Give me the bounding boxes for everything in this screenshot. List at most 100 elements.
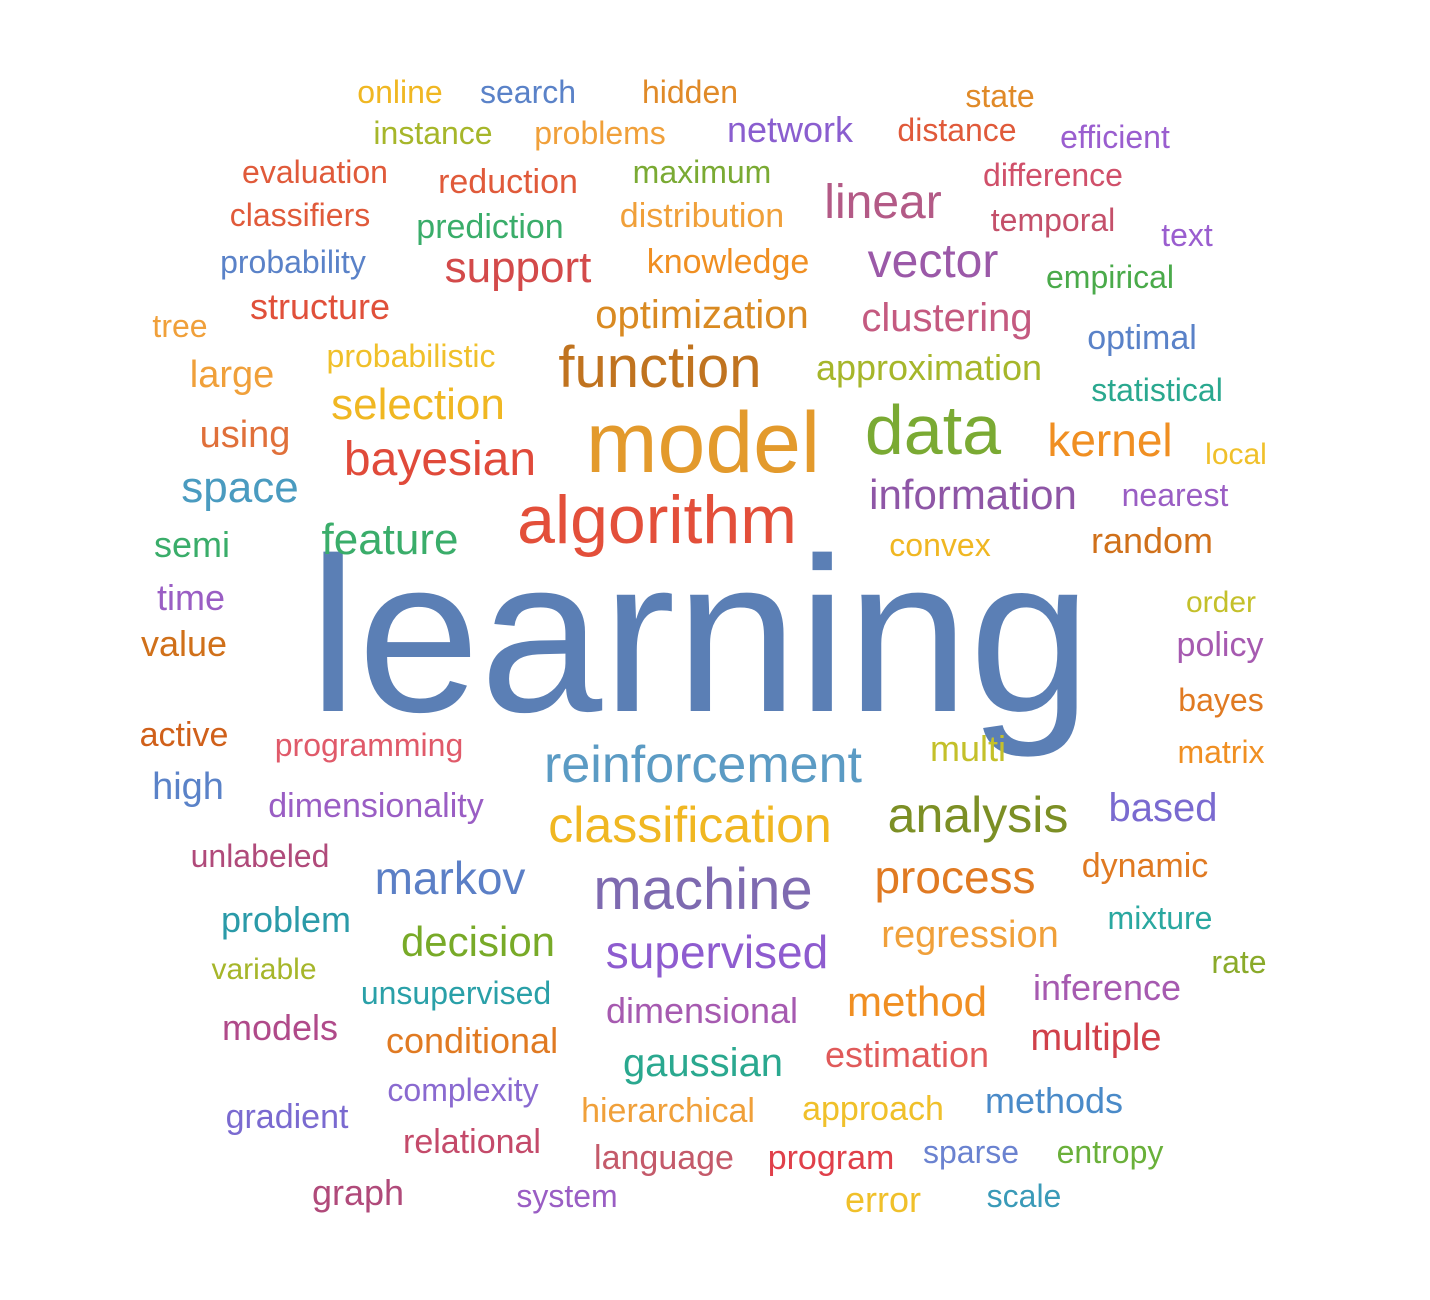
- word-dynamic: dynamic: [1081, 847, 1209, 885]
- word-text: text: [1161, 217, 1213, 253]
- word-temporal: temporal: [990, 202, 1116, 238]
- word-analysis: analysis: [887, 787, 1069, 843]
- word-methods: methods: [984, 1080, 1124, 1121]
- word-language: language: [594, 1139, 734, 1177]
- word-conditional: conditional: [385, 1020, 559, 1061]
- word-local: local: [1205, 438, 1267, 471]
- word-difference: difference: [983, 157, 1123, 193]
- word-instance: instance: [373, 115, 493, 151]
- word-value: value: [140, 623, 228, 664]
- word-classification: classification: [548, 797, 832, 853]
- word-based: based: [1108, 786, 1218, 830]
- word-estimation: estimation: [824, 1034, 990, 1075]
- word-unsupervised: unsupervised: [360, 975, 552, 1011]
- word-dimensional: dimensional: [605, 990, 799, 1031]
- word-reduction: reduction: [438, 163, 578, 201]
- word-prediction: prediction: [416, 208, 564, 246]
- word-bayesian: bayesian: [343, 433, 537, 486]
- word-random: random: [1090, 520, 1214, 561]
- word-policy: policy: [1176, 626, 1264, 664]
- word-decision: decision: [400, 918, 556, 965]
- word-markov: markov: [374, 852, 526, 904]
- word-vector: vector: [867, 235, 999, 288]
- word-unlabeled: unlabeled: [190, 838, 330, 874]
- word-structure: structure: [249, 286, 391, 327]
- word-optimal: optimal: [1087, 319, 1197, 357]
- word-distance: distance: [897, 112, 1017, 148]
- word-problem: problem: [220, 899, 352, 940]
- word-tree: tree: [152, 308, 208, 344]
- word-program: program: [767, 1139, 895, 1177]
- word-high: high: [152, 766, 224, 808]
- word-empirical: empirical: [1045, 259, 1175, 295]
- word-bayes: bayes: [1178, 682, 1264, 718]
- word-probability: probability: [220, 244, 366, 280]
- word-search: search: [479, 74, 577, 110]
- word-using: using: [199, 414, 291, 456]
- word-sparse: sparse: [922, 1134, 1020, 1170]
- word-linear: linear: [824, 176, 942, 229]
- word-reinforcement: reinforcement: [544, 736, 862, 794]
- word-order: order: [1185, 586, 1257, 619]
- word-efficient: efficient: [1060, 119, 1170, 155]
- word-multi: multi: [929, 728, 1007, 769]
- word-nearest: nearest: [1121, 477, 1229, 513]
- word-inference: inference: [1032, 967, 1182, 1008]
- word-active: active: [139, 716, 229, 754]
- word-process: process: [874, 851, 1036, 903]
- word-method: method: [846, 978, 988, 1025]
- word-probabilistic: probabilistic: [326, 338, 496, 374]
- word-machine: machine: [593, 857, 813, 922]
- word-clustering: clustering: [861, 296, 1033, 340]
- word-approach: approach: [802, 1090, 944, 1128]
- word-graph: graph: [311, 1172, 405, 1213]
- word-kernel: kernel: [1047, 414, 1173, 466]
- word-regression: regression: [881, 914, 1059, 956]
- word-multiple: multiple: [1030, 1017, 1162, 1059]
- word-information: information: [869, 471, 1077, 518]
- word-distribution: distribution: [619, 197, 785, 235]
- word-space: space: [181, 463, 299, 512]
- word-rate: rate: [1211, 944, 1267, 980]
- word-feature: feature: [321, 515, 459, 564]
- word-large: large: [189, 354, 275, 396]
- word-function: function: [558, 335, 762, 400]
- word-supervised: supervised: [605, 926, 829, 978]
- word-variable: variable: [211, 953, 317, 986]
- word-hierarchical: hierarchical: [581, 1092, 755, 1130]
- word-online: online: [357, 74, 443, 110]
- word-gaussian: gaussian: [622, 1041, 784, 1085]
- word-programming: programming: [274, 727, 464, 763]
- word-gradient: gradient: [225, 1098, 349, 1136]
- word-matrix: matrix: [1177, 734, 1265, 770]
- word-classifiers: classifiers: [229, 197, 371, 233]
- word-support: support: [444, 243, 592, 292]
- word-mixture: mixture: [1107, 900, 1213, 936]
- word-selection: selection: [331, 380, 505, 429]
- word-knowledge: knowledge: [646, 243, 810, 281]
- word-models: models: [221, 1007, 339, 1048]
- word-evaluation: evaluation: [242, 154, 388, 190]
- word-complexity: complexity: [387, 1072, 539, 1108]
- word-semi: semi: [153, 524, 231, 565]
- word-scale: scale: [986, 1178, 1062, 1214]
- word-convex: convex: [889, 527, 991, 563]
- word-statistical: statistical: [1091, 372, 1223, 408]
- word-problems: problems: [534, 115, 666, 151]
- word-optimization: optimization: [595, 293, 809, 337]
- word-approximation: approximation: [815, 347, 1043, 388]
- word-entropy: entropy: [1056, 1134, 1164, 1170]
- word-time: time: [156, 577, 226, 618]
- word-data: data: [864, 391, 1002, 469]
- word-maximum: maximum: [632, 154, 772, 190]
- word-algorithm: algorithm: [517, 482, 797, 558]
- word-state: state: [965, 78, 1035, 114]
- word-learning: learning: [308, 512, 1092, 758]
- word-relational: relational: [403, 1123, 541, 1161]
- word-hidden: hidden: [641, 74, 739, 110]
- word-model: model: [585, 395, 821, 491]
- word-network: network: [726, 109, 854, 150]
- word-dimensionality: dimensionality: [268, 787, 484, 825]
- word-error: error: [844, 1179, 922, 1220]
